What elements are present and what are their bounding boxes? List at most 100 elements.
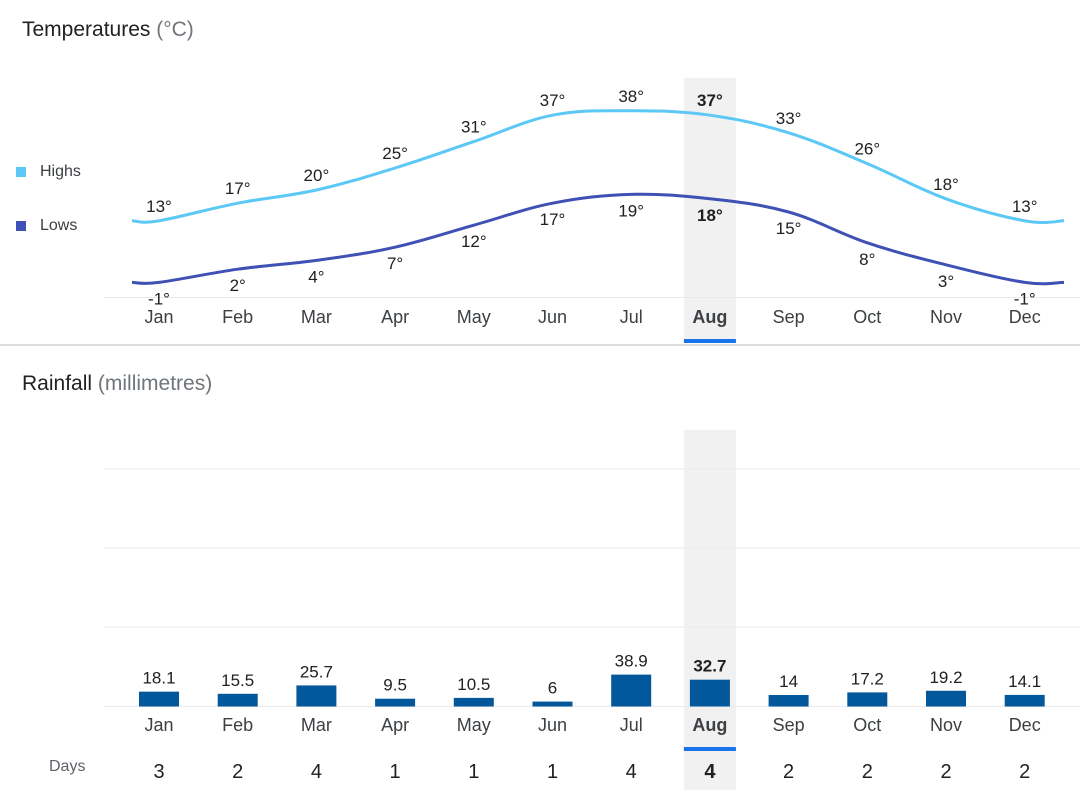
rain-month-label-apr: Apr [381, 715, 409, 735]
rain-bar-feb [217, 693, 258, 707]
rain-bar-sep [768, 695, 809, 707]
rain-days-value-sep: 2 [783, 761, 794, 783]
lows-label-feb: 2° [230, 276, 246, 295]
rain-value-label-oct: 17.2 [851, 669, 884, 688]
rain-value-label-dec: 14.1 [1008, 672, 1041, 691]
rain-days-value-aug: 4 [704, 761, 716, 783]
rain-days-value-nov: 2 [940, 761, 951, 783]
rain-value-label-mar: 25.7 [300, 662, 333, 681]
temp-month-label-mar: Mar [301, 307, 332, 327]
legend-highs: Highs [16, 163, 81, 181]
lows-label-sep: 15° [776, 219, 802, 238]
rain-value-label-sep: 14 [779, 672, 798, 691]
rain-value-label-jul: 38.9 [615, 652, 648, 671]
rain-value-label-apr: 9.5 [383, 676, 407, 695]
rain-month-label-nov: Nov [930, 715, 962, 735]
temp-selected-underline [683, 339, 736, 343]
highs-label-sep: 33° [776, 109, 802, 128]
rain-bar-apr [375, 698, 416, 707]
legend-highs-label: Highs [40, 163, 81, 180]
rain-days-value-oct: 2 [862, 761, 873, 783]
rainfall-unit: (millimetres) [97, 372, 213, 395]
rain-month-label-may: May [457, 715, 491, 735]
rain-days-value-may: 1 [468, 761, 479, 783]
rain-bar-aug [689, 679, 730, 707]
lows-label-nov: 3° [938, 272, 954, 291]
lows-label-mar: 4° [308, 267, 324, 286]
highs-label-dec: 13° [1012, 197, 1038, 216]
rainfall-title-text: Rainfall [22, 372, 93, 395]
legend-lows-swatch [16, 221, 26, 231]
rain-bar-dec [1004, 694, 1045, 707]
temperatures-title-text: Temperatures [22, 18, 151, 41]
rain-bar-jun [532, 701, 573, 707]
temp-month-label-nov: Nov [930, 307, 962, 327]
temp-month-label-feb: Feb [222, 307, 253, 327]
lows-label-oct: 8° [859, 250, 875, 269]
highs-line [131, 109, 1065, 225]
rain-month-label-dec: Dec [1009, 715, 1041, 735]
rain-value-label-may: 10.5 [457, 675, 490, 694]
rain-month-label-oct: Oct [853, 715, 881, 735]
rain-days-value-jul: 4 [626, 761, 637, 783]
temp-month-label-jun: Jun [538, 307, 567, 327]
section-divider [0, 344, 1080, 346]
lows-label-jan: -1° [148, 289, 170, 308]
lows-line [131, 192, 1065, 286]
highs-label-nov: 18° [933, 175, 959, 194]
temperatures-title: Temperatures (°C) [22, 18, 194, 42]
legend-lows: Lows [16, 217, 77, 235]
highs-label-may: 31° [461, 118, 487, 137]
temp-month-label-apr: Apr [381, 307, 409, 327]
highs-label-aug: 37° [697, 91, 723, 110]
days-label: Days [49, 758, 86, 775]
rainfall-title: Rainfall (millimetres) [22, 372, 212, 396]
rain-bar-nov [926, 690, 966, 707]
rain-bar-oct [847, 692, 888, 707]
temp-month-label-jan: Jan [144, 307, 173, 327]
rain-value-label-jan: 18.1 [142, 669, 175, 688]
rain-bar-jul [611, 674, 652, 707]
rain-days-value-jan: 3 [153, 761, 164, 783]
rain-month-label-mar: Mar [301, 715, 332, 735]
rain-value-label-aug: 32.7 [693, 657, 726, 676]
rain-days-value-jun: 1 [547, 761, 558, 783]
temp-month-label-oct: Oct [853, 307, 881, 327]
rain-month-label-sep: Sep [773, 715, 805, 735]
lows-label-may: 12° [461, 232, 487, 251]
temp-month-label-aug: Aug [692, 307, 727, 327]
rain-days-value-mar: 4 [311, 761, 322, 783]
highs-label-jan: 13° [146, 197, 172, 216]
lows-label-jul: 19° [618, 201, 644, 220]
rain-selected-underline [683, 747, 736, 751]
highs-label-apr: 25° [382, 144, 408, 163]
rain-month-label-jul: Jul [620, 715, 643, 735]
temperatures-unit: (°C) [156, 18, 194, 41]
temp-month-label-jul: Jul [620, 307, 643, 327]
highs-label-jun: 37° [540, 91, 566, 110]
rain-bar-jan [139, 691, 179, 707]
rain-days-value-feb: 2 [232, 761, 243, 783]
rain-month-label-aug: Aug [692, 715, 727, 735]
lows-label-jun: 17° [540, 210, 566, 229]
temp-month-label-sep: Sep [773, 307, 805, 327]
legend-highs-swatch [16, 167, 26, 177]
highs-label-mar: 20° [304, 166, 330, 185]
legend-lows-label: Lows [40, 217, 78, 234]
lows-label-apr: 7° [387, 254, 403, 273]
lows-label-aug: 18° [697, 206, 723, 225]
rain-bar-may [453, 697, 494, 707]
rain-value-label-nov: 19.2 [929, 668, 962, 687]
rain-bar-mar [296, 685, 337, 707]
rain-month-label-feb: Feb [222, 715, 253, 735]
temp-month-label-may: May [457, 307, 491, 327]
rain-value-label-feb: 15.5 [221, 671, 254, 690]
highs-label-jul: 38° [618, 87, 644, 106]
rain-value-label-jun: 6 [548, 679, 557, 698]
rain-month-label-jan: Jan [144, 715, 173, 735]
highs-label-feb: 17° [225, 179, 251, 198]
rain-days-value-apr: 1 [390, 761, 401, 783]
rain-month-label-jun: Jun [538, 715, 567, 735]
temp-month-label-dec: Dec [1009, 307, 1041, 327]
